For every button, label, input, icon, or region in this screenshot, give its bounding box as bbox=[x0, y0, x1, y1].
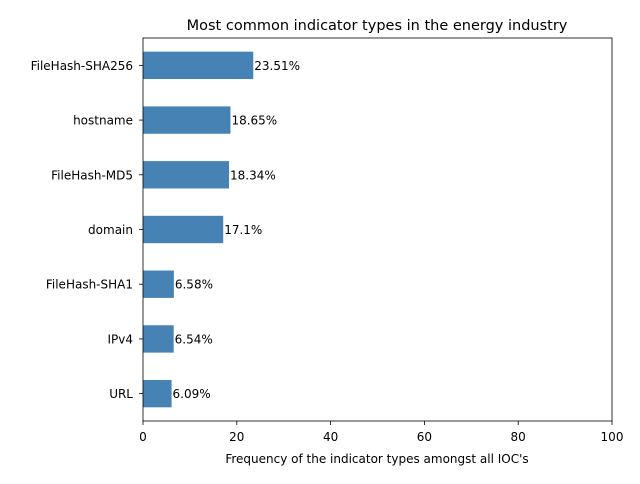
bar bbox=[143, 325, 174, 353]
bar bbox=[143, 106, 231, 134]
data-label: 6.58% bbox=[175, 278, 213, 292]
x-tick-label: 40 bbox=[323, 430, 338, 444]
y-tick-label: hostname bbox=[73, 114, 133, 128]
x-tick-label: 100 bbox=[601, 430, 624, 444]
data-label: 6.54% bbox=[175, 332, 213, 346]
y-tick-label: URL bbox=[109, 387, 133, 401]
y-tick-label: FileHash-SHA1 bbox=[46, 278, 133, 292]
x-axis: 0 20 40 60 80 100 bbox=[139, 421, 623, 444]
data-label: 17.1% bbox=[224, 223, 262, 237]
data-labels: 23.51% 18.65% 18.34% 17.1% 6.58% 6.54% 6.09% bbox=[173, 59, 300, 401]
y-tick-label: IPv4 bbox=[107, 332, 133, 346]
data-label: 18.34% bbox=[230, 168, 276, 182]
chart-title: Most common indicator types in the energ… bbox=[187, 18, 568, 34]
bar bbox=[143, 215, 224, 244]
x-axis-label: Frequency of the indicator types amongst… bbox=[225, 452, 528, 466]
data-label: 23.51% bbox=[254, 59, 300, 73]
data-label: 6.09% bbox=[173, 387, 211, 401]
bars-layer bbox=[143, 51, 254, 408]
x-tick-label: 0 bbox=[139, 430, 147, 444]
bar bbox=[143, 270, 174, 298]
data-label: 18.65% bbox=[231, 114, 277, 128]
bar bbox=[143, 161, 230, 189]
x-tick-label: 60 bbox=[417, 430, 432, 444]
plot-frame bbox=[142, 37, 613, 422]
y-tick-label: FileHash-SHA256 bbox=[31, 59, 133, 73]
y-tick-label: domain bbox=[88, 223, 133, 237]
x-tick-label: 80 bbox=[511, 430, 526, 444]
x-tick-label: 20 bbox=[229, 430, 244, 444]
category-labels: FileHash-SHA256 hostname FileHash-MD5 domai… bbox=[31, 59, 143, 401]
bar bbox=[143, 379, 172, 408]
bar bbox=[143, 51, 254, 80]
y-tick-label: FileHash-MD5 bbox=[51, 168, 133, 182]
